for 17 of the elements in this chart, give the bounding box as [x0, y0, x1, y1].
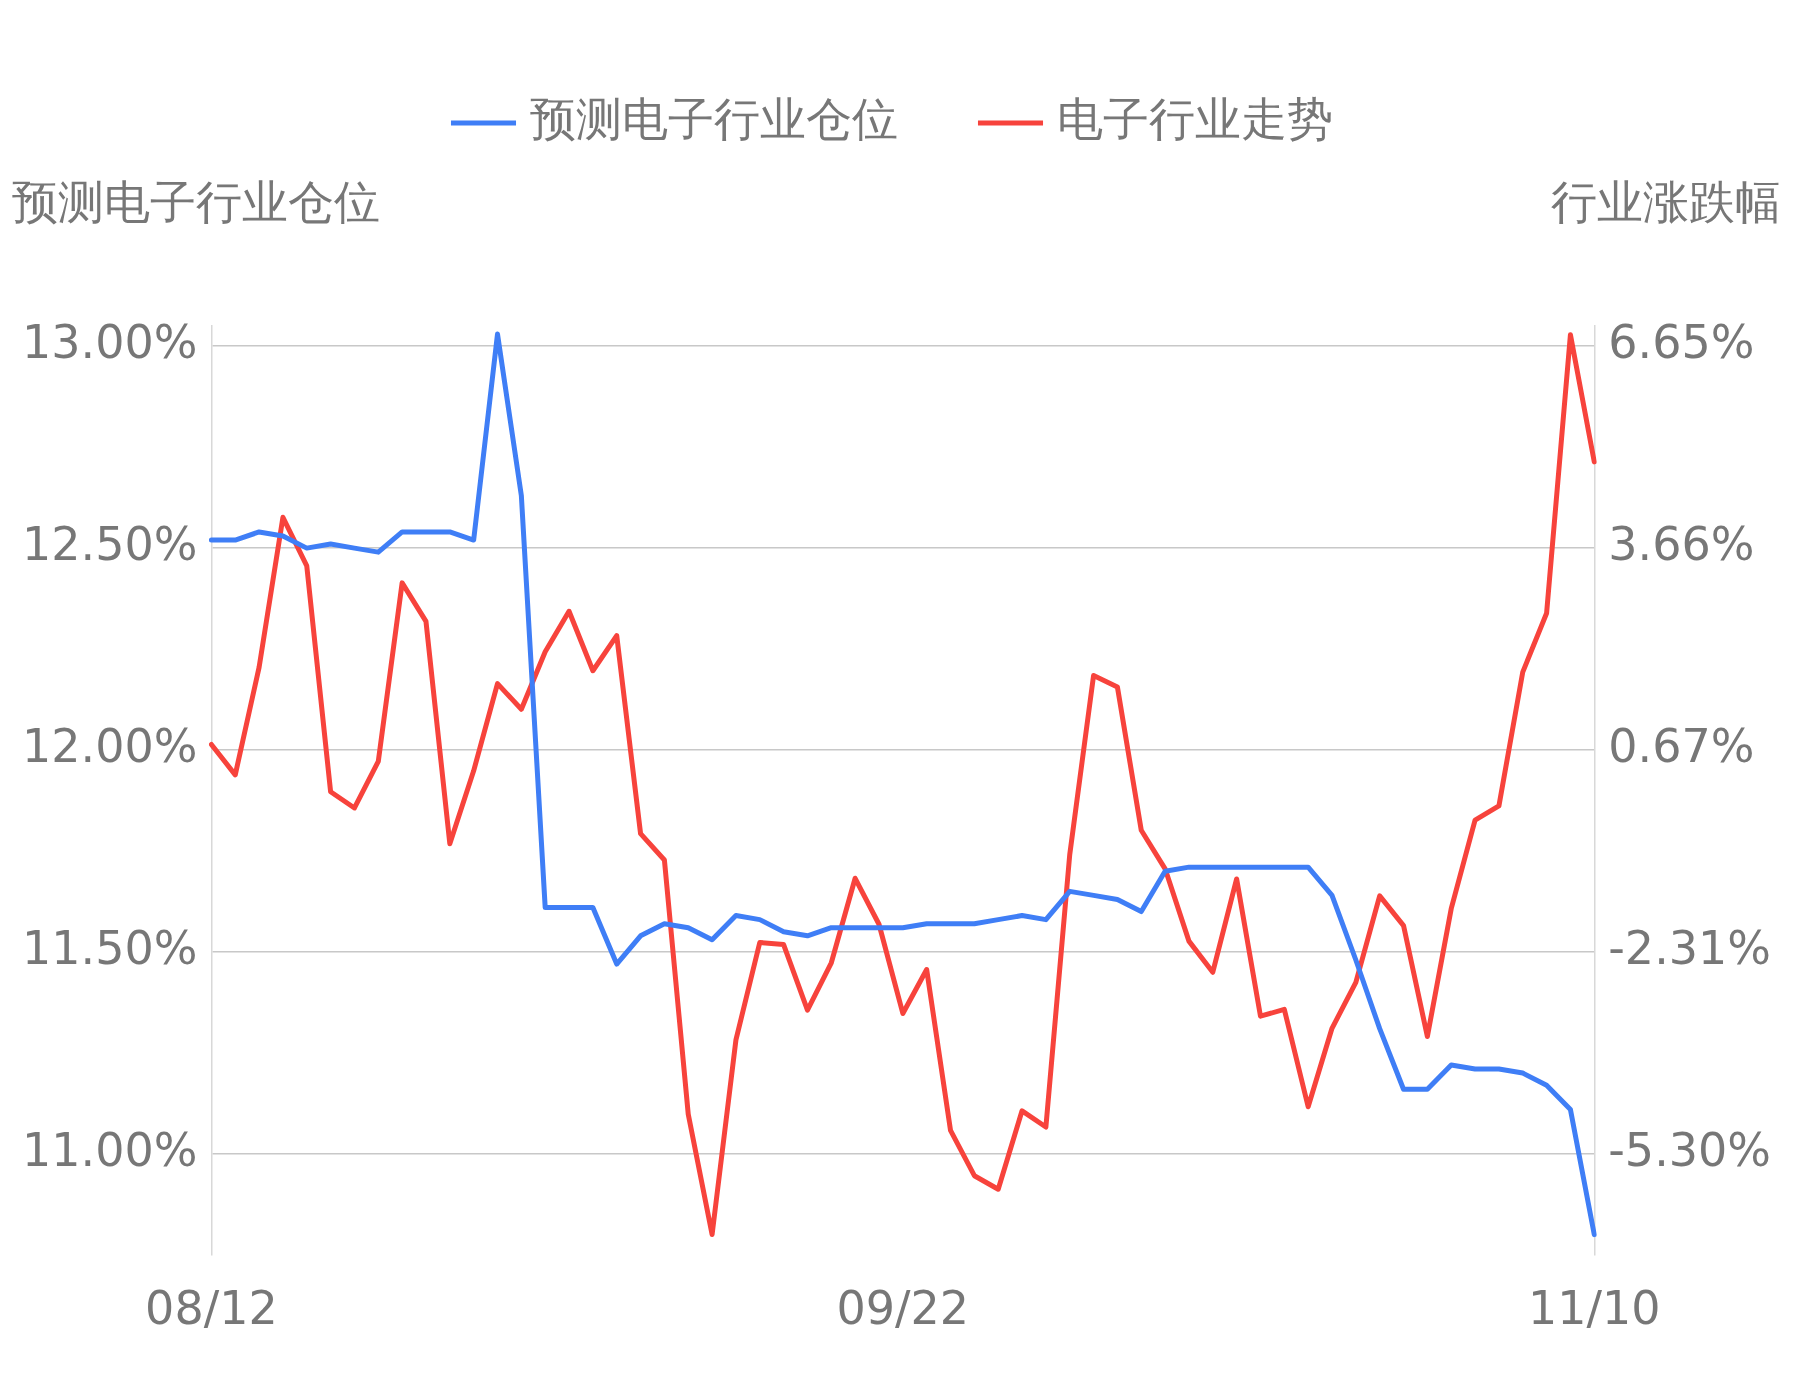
y-tick-label: 13.00% [21, 315, 198, 370]
legend-label: 电子行业走势 [1056, 91, 1333, 146]
x-tick-label: 09/22 [836, 1281, 970, 1336]
y2-axis-title: 行业涨跌幅 [1551, 174, 1781, 229]
x-tick-label: 11/10 [1527, 1281, 1661, 1336]
y-tick-label: 11.00% [21, 1122, 198, 1177]
y-tick-label: 12.00% [21, 718, 198, 773]
y2-tick-label: -5.30% [1608, 1123, 1771, 1178]
y2-tick-label: 3.66% [1608, 517, 1755, 572]
y2-tick-label: 0.67% [1608, 719, 1755, 774]
y2-tick-label: 6.65% [1608, 315, 1755, 370]
y2-tick-label: -2.31% [1608, 920, 1771, 975]
y-tick-label: 12.50% [21, 517, 198, 572]
x-tick-label: 08/12 [145, 1281, 278, 1336]
y-tick-label: 11.50% [21, 920, 198, 975]
legend-label: 预测电子行业仓位 [529, 91, 898, 146]
y-axis-title: 预测电子行业仓位 [12, 174, 380, 229]
